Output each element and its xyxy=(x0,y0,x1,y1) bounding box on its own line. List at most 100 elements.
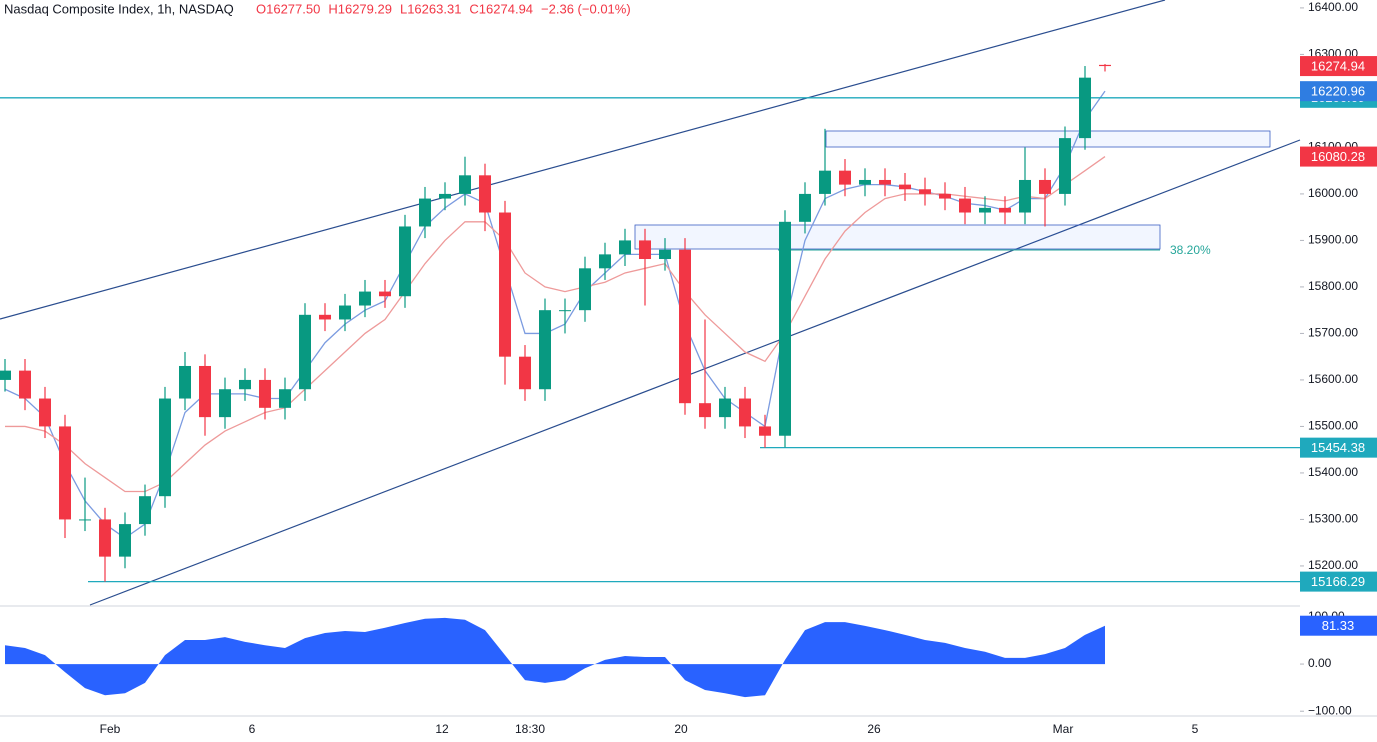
candle-body xyxy=(779,221,791,436)
candle xyxy=(319,303,331,332)
candle-body xyxy=(979,207,991,213)
candle-body xyxy=(379,291,391,297)
y-tick-label: 0.00 xyxy=(1308,656,1332,670)
candle xyxy=(219,377,231,429)
candle xyxy=(679,238,691,415)
candle xyxy=(159,386,171,508)
oscillator-badge-bg xyxy=(1300,615,1377,636)
candle-body xyxy=(119,524,131,557)
candle xyxy=(939,182,951,211)
candle xyxy=(119,512,131,569)
x-tick-label: 6 xyxy=(249,722,256,736)
candle xyxy=(519,345,531,401)
candle-body xyxy=(679,249,691,404)
candle xyxy=(839,159,851,197)
candle xyxy=(179,352,191,411)
candle-body xyxy=(759,426,771,436)
candle-body xyxy=(259,379,271,408)
candle xyxy=(499,200,511,385)
candle-body xyxy=(139,496,151,525)
candle xyxy=(599,242,611,280)
candle-body xyxy=(0,370,11,380)
candle-body xyxy=(719,398,731,418)
candle xyxy=(1099,64,1111,72)
candle-body xyxy=(419,198,431,227)
candle xyxy=(39,386,51,439)
candle-body xyxy=(639,240,651,260)
candle xyxy=(899,172,911,201)
y-tick-label: 16400.00 xyxy=(1308,0,1358,14)
candle-body xyxy=(519,356,531,390)
candle-body xyxy=(919,189,931,194)
candle xyxy=(419,186,431,239)
x-tick-label: 26 xyxy=(867,722,881,736)
legend-item: C16274.94 xyxy=(469,1,533,16)
candle xyxy=(579,256,591,322)
y-tick-label: 15900.00 xyxy=(1308,233,1358,247)
candle xyxy=(379,279,391,308)
candle-body xyxy=(539,310,551,390)
y-tick-label: 15400.00 xyxy=(1308,465,1358,479)
level-badge-bg xyxy=(1300,437,1377,458)
candle-body xyxy=(619,240,631,255)
candle-body xyxy=(999,207,1011,213)
trend-line xyxy=(89,139,1301,606)
candle xyxy=(399,214,411,308)
candle xyxy=(139,484,151,536)
candle xyxy=(739,386,751,439)
x-tick-label: 12 xyxy=(435,722,449,736)
candle-body xyxy=(319,314,331,320)
candle xyxy=(999,196,1011,225)
candle-body xyxy=(399,226,411,297)
level-badge-bg xyxy=(1300,571,1377,592)
candle xyxy=(859,168,871,197)
price-badge-bg xyxy=(1300,81,1377,102)
candle xyxy=(959,186,971,225)
candle-body xyxy=(19,370,31,399)
candle-body xyxy=(1039,179,1051,194)
candle xyxy=(479,163,491,232)
candle-body xyxy=(1099,64,1111,67)
level-badge: 15166.29 xyxy=(1300,571,1377,592)
chart-title: Nasdaq Composite Index, 1h, NASDAQ xyxy=(4,1,234,16)
candle-body xyxy=(659,249,671,260)
candle-body xyxy=(199,365,211,418)
level-badge-text: 15454.38 xyxy=(1311,440,1365,455)
level-badge: 15454.38 xyxy=(1300,437,1377,458)
candle xyxy=(19,359,31,411)
candle-body xyxy=(1059,138,1071,194)
candle-body xyxy=(299,314,311,390)
candle xyxy=(879,168,891,197)
candle xyxy=(639,228,651,306)
candle-body xyxy=(899,184,911,190)
candle xyxy=(299,303,311,401)
legend-item: H16279.29 xyxy=(328,1,392,16)
oscillator-badge-text: 81.33 xyxy=(1322,618,1355,633)
candle xyxy=(539,298,551,401)
candle-body xyxy=(799,193,811,222)
price-badge-bg xyxy=(1300,56,1377,77)
oscillator-area xyxy=(5,617,1105,698)
x-tick-label: 18:30 xyxy=(515,722,545,736)
candle-body xyxy=(99,519,111,557)
candle xyxy=(659,238,671,271)
candle-body xyxy=(859,179,871,185)
zone xyxy=(825,130,1271,148)
candle-body xyxy=(879,179,891,185)
candle xyxy=(559,298,571,334)
candle xyxy=(759,414,771,448)
candle xyxy=(1039,168,1051,227)
price-badge-text: 16220.96 xyxy=(1311,84,1365,99)
candle-body xyxy=(819,170,831,194)
oscillator-badge: 81.33 xyxy=(1300,615,1377,636)
candle-body xyxy=(699,403,711,418)
x-tick-label: Mar xyxy=(1053,722,1074,736)
candle-body xyxy=(959,198,971,213)
candle-body xyxy=(39,398,51,427)
candle xyxy=(279,377,291,420)
candle xyxy=(919,177,931,206)
candle xyxy=(799,182,811,234)
candle xyxy=(619,228,631,266)
price-badge-text: 16080.28 xyxy=(1311,149,1365,164)
candle-body xyxy=(159,398,171,497)
